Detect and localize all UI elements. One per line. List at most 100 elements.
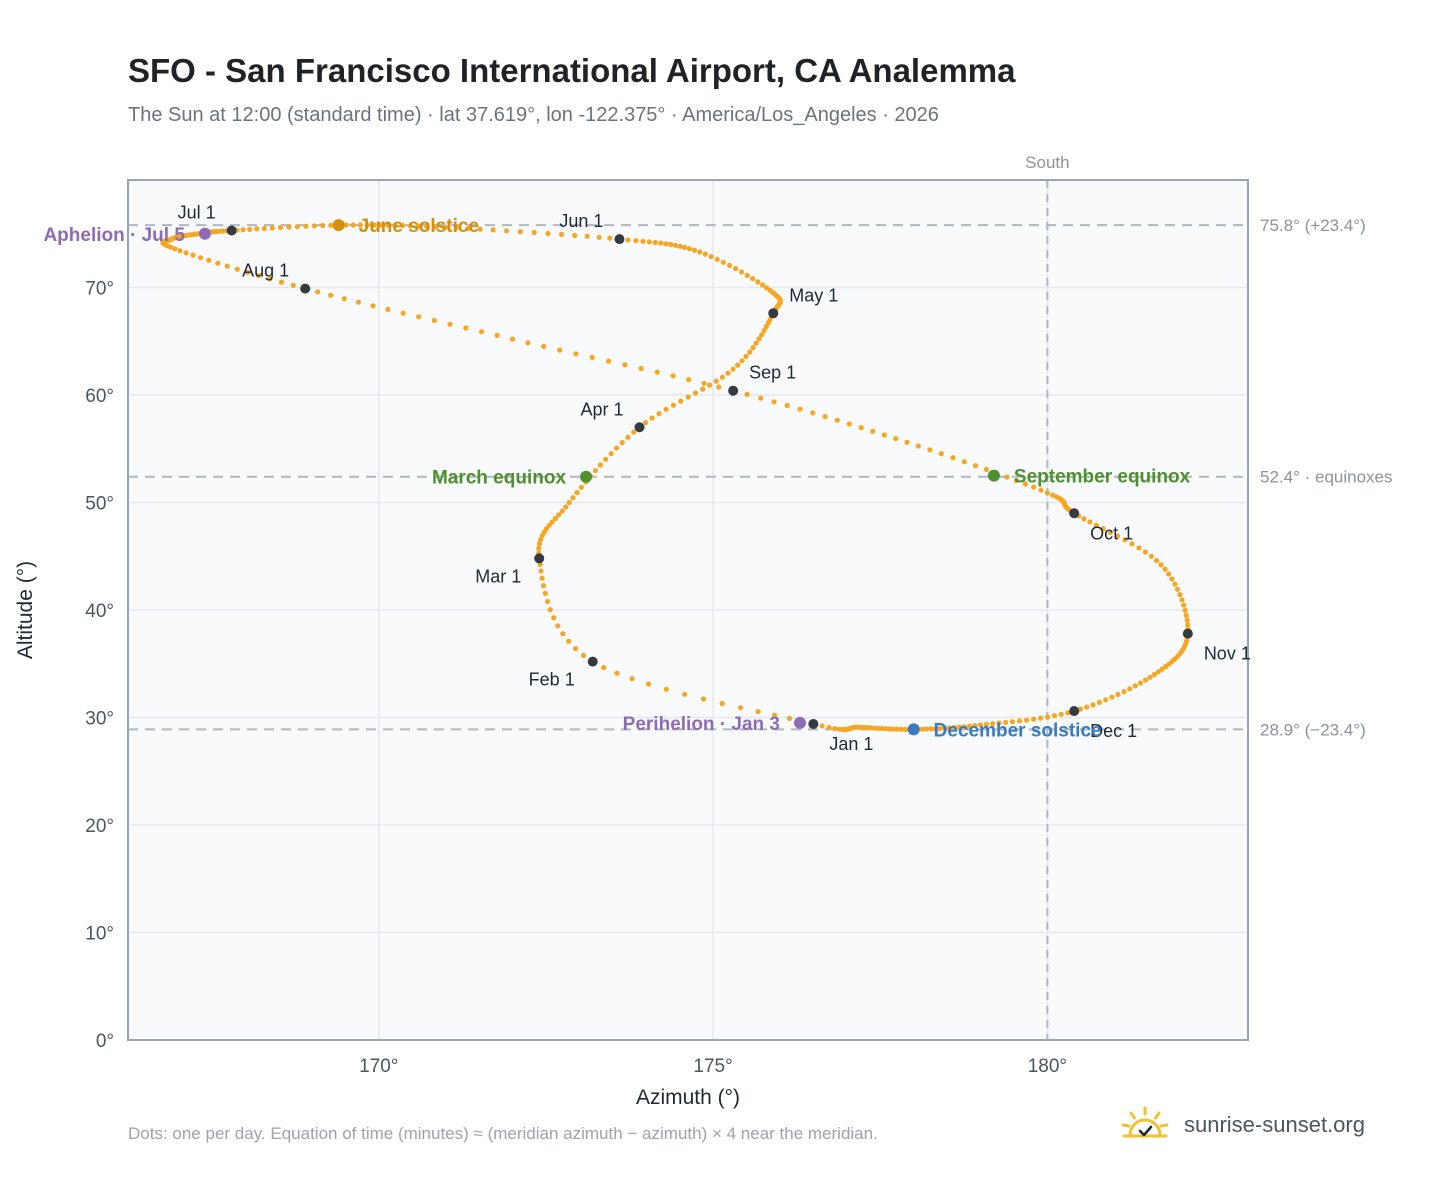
analemma-day-dot (547, 607, 553, 613)
analemma-day-dot (294, 224, 300, 230)
analemma-day-dot (603, 456, 609, 462)
analemma-day-dot (663, 241, 669, 247)
analemma-day-dot (559, 508, 565, 514)
analemma-day-dot (172, 246, 178, 252)
meridian-label: South (1025, 153, 1069, 172)
month-marker-label: Sep 1 (749, 363, 796, 383)
analemma-day-dot (328, 222, 334, 228)
analemma-day-dot (400, 310, 406, 316)
analemma-day-dot (557, 347, 563, 353)
analemma-day-dot (614, 445, 620, 451)
analemma-day-dot (886, 726, 893, 732)
analemma-day-dot (494, 332, 500, 338)
analemma-day-dot (1174, 586, 1181, 592)
analemma-day-dot (1137, 680, 1144, 686)
analemma-day-dot (350, 222, 356, 228)
analemma-day-dot (697, 249, 703, 255)
analemma-day-dot (573, 646, 579, 652)
analemma-day-dot (737, 705, 744, 711)
analemma-day-dot (552, 515, 559, 522)
month-marker (634, 422, 645, 433)
analemma-day-dot (772, 712, 778, 718)
analemma-day-dot (786, 715, 793, 722)
analemma-day-dot (1003, 719, 1009, 726)
analemma-day-dot (646, 681, 652, 687)
analemma-day-dot (234, 266, 240, 272)
analemma-day-dot (215, 260, 221, 266)
analemma-day-dot (572, 232, 578, 238)
month-marker (768, 308, 779, 319)
analemma-day-dot (1177, 592, 1183, 598)
reference-line-label: 75.8° (+23.4°) (1260, 216, 1366, 235)
analemma-day-dot (574, 490, 580, 496)
month-marker-label: Apr 1 (580, 399, 623, 419)
brand[interactable]: sunrise-sunset.org (1120, 1100, 1365, 1150)
month-marker (808, 718, 819, 729)
analemma-day-dot (1169, 576, 1175, 582)
analemma-day-dot (477, 226, 483, 232)
analemma-day-dot (286, 224, 292, 230)
analemma-day-dot (750, 276, 756, 282)
analemma-day-dot (928, 726, 934, 732)
analemma-day-dot (1093, 522, 1099, 528)
analemma-day-dot (614, 670, 620, 676)
analemma-day-dot (656, 411, 662, 417)
analemma-day-dot (1147, 674, 1153, 680)
analemma-day-dot (544, 598, 551, 605)
event-label: Perihelion · Jan 3 (623, 714, 780, 735)
analemma-day-dot (465, 225, 471, 232)
analemma-day-dot (177, 248, 183, 254)
y-tick-label: 70° (85, 279, 114, 300)
analemma-day-dot (719, 700, 725, 707)
analemma-day-dot (735, 362, 741, 368)
reference-line-label: 28.9° (−23.4°) (1260, 720, 1366, 739)
sun-check-icon (1121, 1106, 1169, 1138)
analemma-day-dot (707, 382, 713, 388)
analemma-day-dot (256, 272, 262, 279)
analemma-day-dot (682, 691, 688, 697)
analemma-day-dot (726, 262, 733, 268)
month-marker-label: Aug 1 (242, 261, 289, 281)
analemma-day-dot (1090, 702, 1096, 708)
x-axis-label: Azimuth (°) (636, 1086, 740, 1109)
month-marker (300, 283, 311, 294)
analemma-day-dot (580, 652, 587, 659)
analemma-day-dot (720, 259, 726, 265)
analemma-day-dot (311, 223, 317, 229)
analemma-day-dot (539, 575, 545, 581)
analemma-day-dot (589, 354, 595, 360)
month-marker-label: Mar 1 (475, 566, 521, 586)
analemma-day-dot (525, 340, 531, 346)
analemma-day-dot (1009, 719, 1016, 725)
analemma-day-dot (1038, 487, 1044, 493)
analemma-day-dot (1183, 612, 1189, 619)
analemma-day-dot (596, 234, 602, 240)
analemma-day-dot (407, 223, 413, 229)
event-marker (794, 716, 806, 729)
analemma-day-dot (1162, 566, 1168, 572)
analemma-day-dot (1050, 492, 1056, 498)
analemma-day-dot (708, 254, 714, 260)
analemma-day-dot (536, 545, 542, 551)
analemma-day-dot (658, 240, 664, 246)
analemma-day-dot (597, 462, 604, 468)
analemma-day-dot (938, 451, 944, 457)
analemma-day-dot (950, 455, 956, 461)
month-marker-label: Dec 1 (1090, 721, 1137, 741)
analemma-day-dot (879, 725, 885, 732)
analemma-day-dot (1155, 669, 1161, 675)
event-marker (198, 227, 211, 240)
analemma-day-dot (566, 638, 572, 644)
y-tick-label: 50° (85, 494, 114, 515)
analemma-day-dot (245, 269, 251, 275)
month-marker-label: Jul 1 (178, 203, 216, 223)
analemma-day-dot (1084, 704, 1090, 710)
analemma-day-dot (509, 336, 516, 342)
analemma-day-dot (713, 378, 719, 384)
analemma-day-dot (378, 222, 384, 228)
analemma-day-dot (755, 709, 761, 715)
analemma-day-dot (1163, 663, 1169, 670)
analemma-day-dot (966, 723, 973, 729)
analemma-day-dot (739, 358, 745, 364)
